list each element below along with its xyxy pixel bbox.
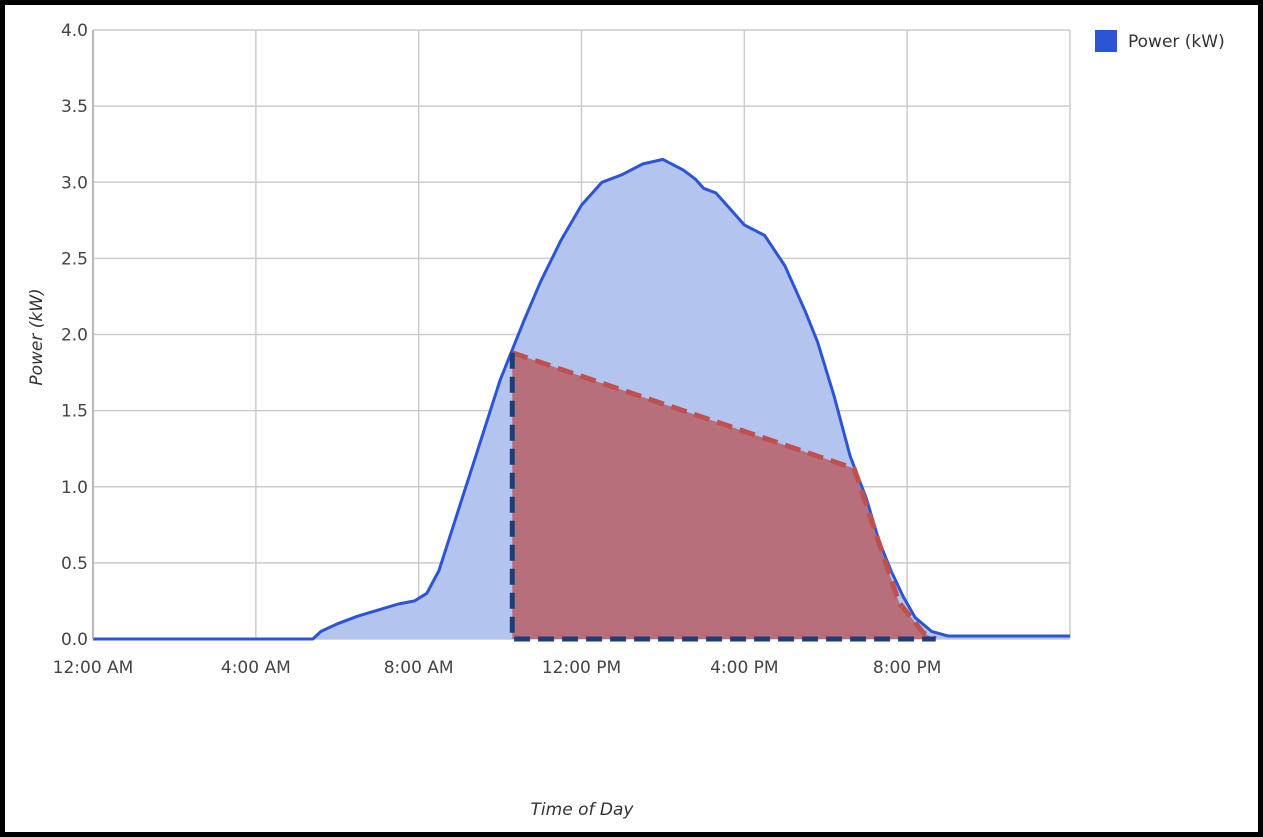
- y-tick-label: 2.0: [61, 326, 88, 346]
- legend-swatch: [1095, 30, 1117, 52]
- x-tick-label: 4:00 AM: [221, 658, 291, 678]
- y-tick-label: 2.5: [61, 249, 88, 269]
- x-axis-title: Time of Day: [531, 800, 635, 820]
- y-tick-label: 3.0: [61, 173, 88, 193]
- overlay-outline: [511, 350, 937, 642]
- y-tick-label: 0.0: [61, 630, 88, 650]
- y-tick-label: 1.0: [61, 478, 88, 498]
- y-tick-label: 4.0: [61, 21, 88, 41]
- power-area-chart: 0.0 0.5 1.0 1.5 2.0 2.5 3.0 3.5 4.0 12:00 AM 4:00 …: [27, 21, 1225, 820]
- x-tick-label: 8:00 PM: [873, 658, 942, 678]
- x-tick-label: 8:00 AM: [384, 658, 454, 678]
- x-tick-label: 12:00 AM: [53, 658, 134, 678]
- y-tick-label: 3.5: [61, 97, 88, 117]
- legend-label: Power (kW): [1128, 32, 1225, 52]
- overlay-region: [512, 352, 936, 639]
- axes: 0.0 0.5 1.0 1.5 2.0 2.5 3.0 3.5 4.0 12:00 AM 4:00 …: [53, 21, 942, 678]
- y-tick-label: 0.5: [61, 554, 88, 574]
- x-tick-label: 12:00 PM: [542, 658, 621, 678]
- power-line: [93, 157, 1070, 641]
- y-axis-title: Power (kW): [27, 288, 47, 385]
- legend: Power (kW): [1095, 30, 1225, 52]
- x-tick-label: 4:00 PM: [710, 658, 779, 678]
- overlay-layer: [509, 350, 937, 642]
- y-tick-label: 1.5: [61, 402, 88, 422]
